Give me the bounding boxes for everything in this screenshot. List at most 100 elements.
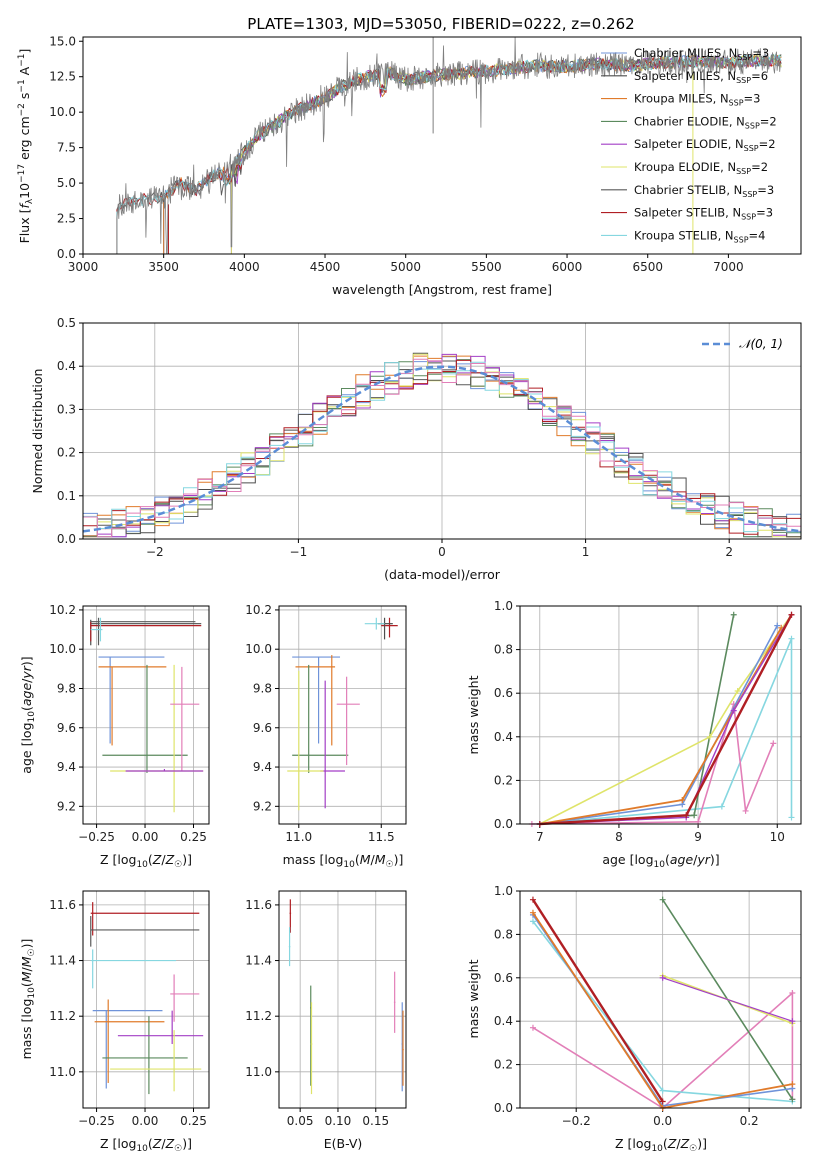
y-tick-label: 10.0	[49, 105, 76, 119]
x-tick-label: −1	[290, 545, 308, 559]
x-tick-label: 4000	[229, 260, 260, 274]
y-tick-label: 10.0	[245, 642, 272, 656]
model-spectrum-line	[163, 54, 782, 254]
age-vs-z-xlabel: Z [log10(Z/Z☉)]	[100, 852, 192, 870]
y-tick-label: 9.4	[57, 760, 76, 774]
y-tick-label: 0.6	[494, 686, 513, 700]
y-tick-label: 0.6	[494, 971, 513, 985]
y-tick-label: 11.2	[49, 1009, 76, 1023]
x-tick-label: 8	[615, 830, 623, 844]
legend-label: Salpeter STELIB, NSSP=3	[634, 206, 773, 222]
mass-vs-z-frame	[82, 890, 210, 1109]
y-tick-label: 0.5	[57, 316, 76, 330]
y-tick-label: 9.8	[253, 681, 272, 695]
weight-point-marker	[789, 1096, 796, 1103]
x-tick-label: 0.00	[132, 1114, 159, 1128]
weight-series-line	[531, 703, 775, 825]
weight-point-marker	[529, 918, 536, 925]
x-tick-label: 1	[582, 545, 590, 559]
y-tick-label: 7.5	[57, 141, 76, 155]
age-vs-mass-plot-area: 11.0 11.5 9.2 9.4 9.6 9.8 10.0 10.2	[245, 603, 406, 844]
y-tick-label: 2.5	[57, 212, 76, 226]
model-spectrum-line	[230, 54, 782, 254]
x-tick-label: 0.15	[362, 1114, 389, 1128]
y-tick-label: 9.6	[253, 721, 272, 735]
age-vs-z-plot-area: −0.25 0.00 0.25 9.2 9.4 9.6 9.8 10.0 10.2	[49, 603, 209, 844]
weight-point-marker	[691, 812, 698, 819]
model-spectrum-line	[116, 54, 782, 254]
model-spectrum-line	[163, 54, 782, 254]
x-tick-label: 0.05	[287, 1114, 314, 1128]
residuals-plot-area	[82, 352, 802, 538]
weight-point-marker	[529, 896, 536, 903]
weight-point-marker	[788, 635, 795, 642]
y-tick-label: 11.4	[245, 954, 272, 968]
model-spectrum-line	[116, 54, 782, 254]
age-vs-z-panel: −0.25 0.00 0.25 9.2 9.4 9.6 9.8 10.0 10.2 Z [log…	[19, 603, 210, 870]
y-tick-label: 11.0	[49, 1065, 76, 1079]
x-tick-label: 6500	[632, 260, 663, 274]
normal-curve-line	[82, 365, 802, 533]
y-tick-label: 10.0	[49, 642, 76, 656]
mass-vs-z-ylabel: mass [log10(M/M☉)]	[19, 939, 37, 1060]
y-tick-label: 0.2	[494, 773, 513, 787]
spectrum-frame	[82, 36, 802, 255]
weight-point-marker	[789, 1018, 796, 1025]
weight-vs-age-panel: 7 8 9 10 0.0 0.2 0.4 0.6 0.8 1.0 age [log10(age/y…	[466, 599, 802, 870]
x-tick-label: −0.2	[562, 1114, 591, 1128]
x-tick-label: 0.25	[180, 1114, 207, 1128]
weight-point-marker	[730, 611, 737, 618]
y-tick-label: 10.2	[245, 603, 272, 617]
spectrum-ylabel: Flux [fλ10−17 erg cm−2 s−1 A−1]	[17, 49, 35, 244]
x-tick-label: 3000	[68, 260, 99, 274]
weight-series-line	[539, 614, 793, 825]
weight-series-line	[539, 627, 782, 825]
y-tick-label: 0.0	[494, 1101, 513, 1115]
y-tick-label: 0.4	[494, 1014, 513, 1028]
y-tick-label: 11.6	[245, 898, 272, 912]
weight-series-line	[539, 638, 793, 825]
mass-vs-z-plot-area: −0.25 0.00 0.25 11.0 11.2 11.4 11.6	[49, 891, 209, 1128]
weight-point-marker	[718, 803, 725, 810]
y-tick-label: 0.1	[57, 489, 76, 503]
spectrum-legend: Chabrier MILES, NSSP=3 Salpeter MILES, NS…	[601, 46, 777, 244]
x-tick-label: 0.2	[740, 1114, 759, 1128]
x-tick-label: −0.25	[78, 830, 115, 844]
spectrum-plot-area	[116, 36, 782, 255]
weight-point-marker	[659, 974, 666, 981]
legend-label: Kroupa ELODIE, NSSP=2	[634, 160, 768, 176]
y-tick-label: 1.0	[494, 884, 513, 898]
mass-vs-ebv-frame	[278, 890, 407, 1109]
residuals-panel: −2 −1 0 1 2 0.0 0.1 0.2 0.3 0.4 0.5 (data-model)/e…	[30, 316, 802, 582]
weight-point-marker	[659, 1087, 666, 1094]
y-tick-label: 0.0	[57, 247, 76, 261]
weight-point-marker	[789, 1081, 796, 1088]
weight-series-line	[662, 977, 793, 1022]
residuals-ylabel: Normed distribution	[30, 369, 45, 494]
y-tick-label: 0.8	[494, 927, 513, 941]
x-tick-label: 6000	[552, 260, 583, 274]
age-vs-mass-xlabel: mass [log10(M/M☉)]	[283, 852, 404, 870]
mass-vs-ebv-xlabel: E(B-V)	[324, 1136, 363, 1151]
y-tick-label: 11.4	[49, 954, 76, 968]
weight-vs-z-ylabel: mass weight	[466, 959, 481, 1038]
x-tick-label: 3500	[148, 260, 179, 274]
weight-point-marker	[683, 812, 690, 819]
weight-point-marker	[789, 989, 796, 996]
weight-point-marker	[706, 733, 713, 740]
y-tick-label: 9.2	[253, 799, 272, 813]
weight-series-line	[531, 899, 664, 1103]
legend-label: Kroupa STELIB, NSSP=4	[634, 228, 765, 244]
weight-vs-z-frame	[519, 890, 802, 1109]
y-tick-label: 0.0	[57, 532, 76, 546]
weight-point-marker	[788, 611, 795, 618]
weight-point-marker	[659, 1098, 666, 1105]
weight-point-marker	[529, 1024, 536, 1031]
y-tick-label: 9.2	[57, 799, 76, 813]
y-tick-label: 12.5	[49, 70, 76, 84]
model-spectrum-line	[230, 53, 782, 254]
residuals-legend: 𝒩(0, 1)	[702, 337, 783, 351]
weight-point-marker	[734, 688, 741, 695]
y-tick-label: 0.0	[494, 817, 513, 831]
